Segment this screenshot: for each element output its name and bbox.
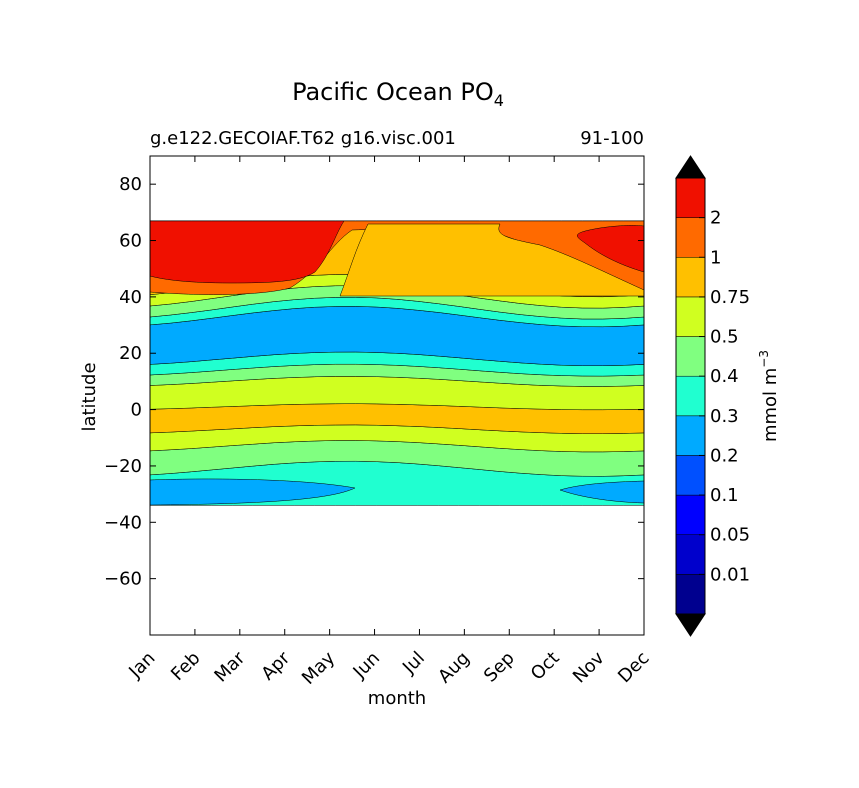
x-tick-label: Aug — [434, 648, 474, 688]
x-tick-label: Jan — [124, 648, 159, 683]
colorbar-extend-high — [675, 155, 706, 179]
colorbar-segment — [675, 494, 706, 535]
x-tick-label: Feb — [167, 648, 204, 685]
colorbar-segment — [675, 177, 706, 218]
x-tick-label: Nov — [569, 647, 609, 687]
y-tick-label: 80 — [119, 174, 142, 195]
x-tick-label: Mar — [210, 647, 249, 686]
plot-area — [150, 156, 644, 635]
x-tick-label: Oct — [527, 648, 564, 685]
colorbar-segment — [675, 296, 706, 337]
colorbar-extend-low — [675, 613, 706, 637]
colorbar-segment — [675, 534, 706, 575]
colorbar-tick-label: 0.75 — [710, 287, 750, 308]
contour-region-1-2-north-dec — [577, 225, 644, 273]
contour-region-0.5-0.75-north-summer — [339, 223, 644, 297]
y-tick-label: −20 — [104, 456, 142, 477]
x-tick-label: Jun — [349, 648, 384, 683]
colorbar-label: mmol m−3 — [757, 350, 781, 442]
chart-subtitle-right: 91-100 — [580, 128, 644, 149]
colorbar-segment — [675, 574, 706, 615]
colorbar-tick-label: 0.01 — [710, 564, 750, 585]
chart-subtitle-left: g.e122.GECOIAF.T62 g16.visc.001 — [150, 128, 456, 149]
x-tick-label: May — [298, 647, 339, 688]
colorbar-tick-label: 0.1 — [710, 485, 739, 506]
x-tick-label: Sep — [480, 648, 519, 687]
colorbar-tick-label: 0.3 — [710, 406, 739, 427]
colorbar-segment — [675, 375, 706, 417]
colorbar: 0.01 0.05 0.1 0.2 0.3 0.4 0.5 0.75 1 2 — [675, 155, 750, 637]
y-tick-label: −40 — [104, 512, 142, 533]
y-tick-label: 20 — [119, 343, 142, 364]
y-axis: 80 60 40 20 0 −20 −40 −60 — [104, 174, 644, 590]
colorbar-tick-label: 0.5 — [710, 327, 739, 348]
colorbar-segment — [675, 217, 706, 258]
x-tick-label: Apr — [257, 647, 294, 684]
y-tick-label: 60 — [119, 231, 142, 252]
contour-region-0.1-0.2-south-winter — [150, 478, 356, 506]
contour-region-0.1-0.2-south-dec — [559, 480, 644, 504]
colorbar-frame — [675, 177, 706, 615]
y-tick-label: 40 — [119, 287, 142, 308]
plot-frame — [149, 155, 645, 636]
x-tick-label: Jul — [398, 648, 429, 679]
y-axis-label: latitude — [79, 362, 100, 431]
contour-region-1-2-north-winter — [150, 220, 345, 284]
colorbar-tick-label: 0.2 — [710, 445, 739, 466]
colorbar-segment — [675, 415, 706, 456]
colorbar-tick-label: 0.05 — [710, 525, 750, 546]
colorbar-segment — [675, 257, 706, 298]
y-tick-label: −60 — [104, 569, 142, 590]
colorbar-tick-label: 1 — [710, 247, 721, 268]
x-axis-label: month — [368, 688, 426, 709]
y-tick-label: 0 — [131, 400, 142, 421]
colorbar-segment — [675, 336, 706, 377]
colorbar-segment — [675, 455, 706, 496]
chart-title: Pacific Ocean PO4 — [292, 78, 504, 110]
colorbar-tick-label: 2 — [710, 208, 721, 229]
colorbar-tick-label: 0.4 — [710, 366, 739, 387]
x-tick-label: Dec — [614, 648, 653, 687]
